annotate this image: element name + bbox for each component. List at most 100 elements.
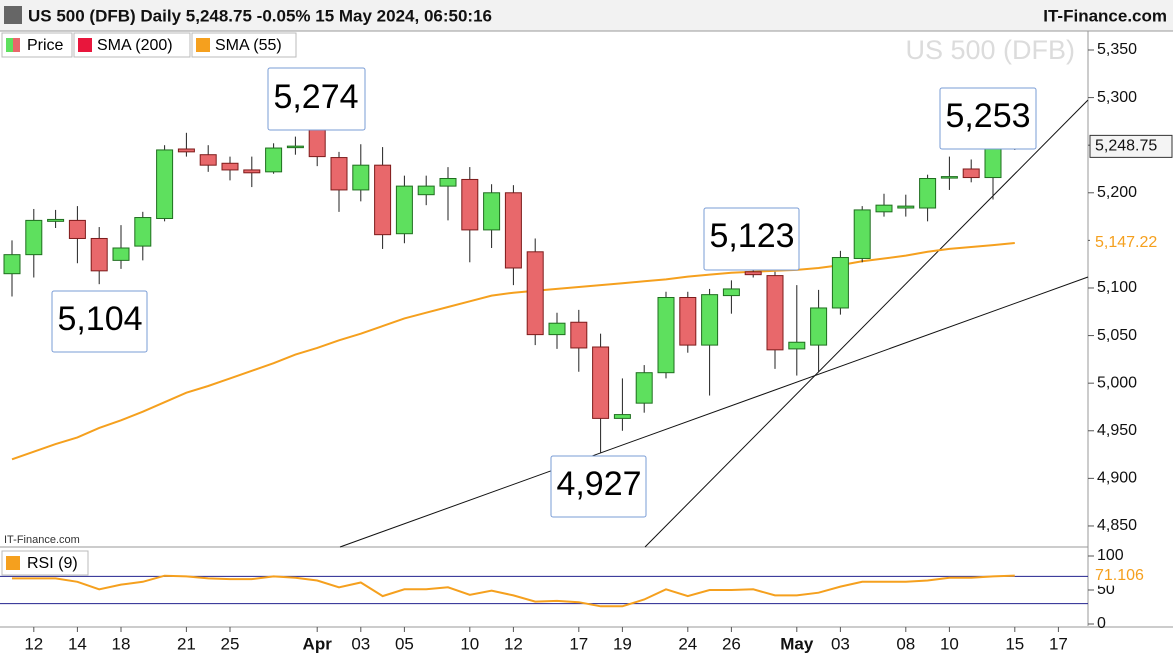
candle-body xyxy=(439,178,457,187)
x-tick-label: 18 xyxy=(112,634,131,653)
annotation: 5,104 xyxy=(57,300,142,338)
x-tick-label: 19 xyxy=(613,634,632,653)
source: IT-Finance.com xyxy=(1043,6,1167,25)
candle-body xyxy=(613,414,631,419)
candle-body xyxy=(657,296,675,374)
annotation: 4,927 xyxy=(556,465,641,503)
x-tick-label: 03 xyxy=(831,634,850,653)
price-tag xyxy=(1090,232,1172,255)
y-tick-label: 4,900 xyxy=(1097,470,1137,487)
candle-body xyxy=(504,192,522,269)
candle-body xyxy=(374,164,392,236)
y-tick-label: 5,300 xyxy=(1097,89,1137,106)
candle-body xyxy=(526,251,544,336)
legend-label: SMA (200) xyxy=(97,37,173,54)
candle-body xyxy=(352,164,370,191)
y-tick-label: 5,000 xyxy=(1097,374,1137,391)
candle-body xyxy=(112,247,130,261)
candle-body xyxy=(417,185,435,196)
x-tick-label: 15 xyxy=(1005,634,1024,653)
price-tag xyxy=(1089,134,1173,158)
header-bar xyxy=(0,0,1173,31)
price-tag-label: 71.106 xyxy=(1095,567,1144,584)
x-tick-label: 12 xyxy=(504,634,523,653)
x-tick-label: 10 xyxy=(460,634,479,653)
candle-body xyxy=(984,144,1002,179)
x-tick-label: 14 xyxy=(68,634,87,653)
annotation-box xyxy=(703,207,800,271)
x-tick-label: 05 xyxy=(395,634,414,653)
watermark: US 500 (DFB) xyxy=(905,35,1075,65)
x-tick-label: 24 xyxy=(678,634,697,653)
candle-body xyxy=(134,217,152,247)
x-tick-label: Apr xyxy=(303,634,333,653)
x-tick-label: 17 xyxy=(569,634,588,653)
x-tick-label: May xyxy=(780,634,814,653)
candle-body xyxy=(831,257,849,309)
candle-body xyxy=(875,204,893,213)
trendlines xyxy=(339,99,1089,548)
annotation-box xyxy=(51,290,148,353)
trendline xyxy=(644,99,1089,548)
trendline xyxy=(339,276,1089,548)
candle-body xyxy=(47,218,65,222)
candle-body xyxy=(592,346,610,419)
candle-body xyxy=(68,219,86,239)
x-tick-label: 12 xyxy=(24,634,43,653)
x-tick-label: 21 xyxy=(177,634,196,653)
candle-body xyxy=(330,157,348,191)
candle-body xyxy=(199,154,217,166)
annotation-box xyxy=(939,87,1037,150)
candle-body xyxy=(788,341,806,350)
x-tick-label: 17 xyxy=(1049,634,1068,653)
candle-body xyxy=(940,176,958,179)
small-source: IT-Finance.com xyxy=(4,534,80,546)
price-tag xyxy=(1090,565,1172,586)
y-tick-label: 0 xyxy=(1097,615,1106,632)
annotation-box xyxy=(267,67,366,131)
y-tick-label: 5,050 xyxy=(1097,327,1137,344)
annotation: 5,253 xyxy=(945,97,1030,135)
candle-body xyxy=(243,169,261,174)
y-tick-label: 100 xyxy=(1097,547,1124,564)
candle-body xyxy=(962,168,980,179)
legend-label: RSI (9) xyxy=(27,555,78,572)
candle-body xyxy=(701,294,719,346)
candle-body xyxy=(177,148,195,153)
x-tick-label: 08 xyxy=(896,634,915,653)
candle-body xyxy=(766,275,784,351)
candle-body xyxy=(722,288,740,297)
candle-body xyxy=(897,205,915,209)
y-tick-label: 5,100 xyxy=(1097,279,1137,296)
legend-swatch xyxy=(6,38,13,52)
x-tick-label: 25 xyxy=(221,634,240,653)
legend-label: Price xyxy=(27,37,64,54)
candle-body xyxy=(679,296,697,346)
legend-swatch xyxy=(13,38,20,52)
x-tick-label: 10 xyxy=(940,634,959,653)
candle-body xyxy=(548,322,566,336)
price-tag-label: 5,147.22 xyxy=(1095,234,1157,251)
candle-body xyxy=(286,145,304,149)
candle-body xyxy=(156,149,174,219)
legend-swatch xyxy=(78,38,92,52)
candle-body xyxy=(90,237,108,272)
x-tick-label: 03 xyxy=(351,634,370,653)
y-tick-label: 4,950 xyxy=(1097,422,1137,439)
candle-body xyxy=(483,192,501,231)
legend-swatch xyxy=(6,556,20,570)
price-tag-label: 5,248.75 xyxy=(1095,138,1157,155)
legend-box xyxy=(1,32,73,58)
candle-body xyxy=(853,209,871,259)
candle-body xyxy=(461,178,479,231)
line xyxy=(12,574,1015,608)
candle-body xyxy=(395,185,413,235)
candle-body xyxy=(3,254,21,275)
candle-body xyxy=(919,178,937,209)
candle-body xyxy=(221,162,239,171)
candle-body xyxy=(744,271,762,276)
candle-body xyxy=(265,147,283,173)
candle-body xyxy=(25,219,43,256)
chart-title: US 500 (DFB) Daily 5,248.75 -0.05% 15 Ma… xyxy=(28,6,492,25)
